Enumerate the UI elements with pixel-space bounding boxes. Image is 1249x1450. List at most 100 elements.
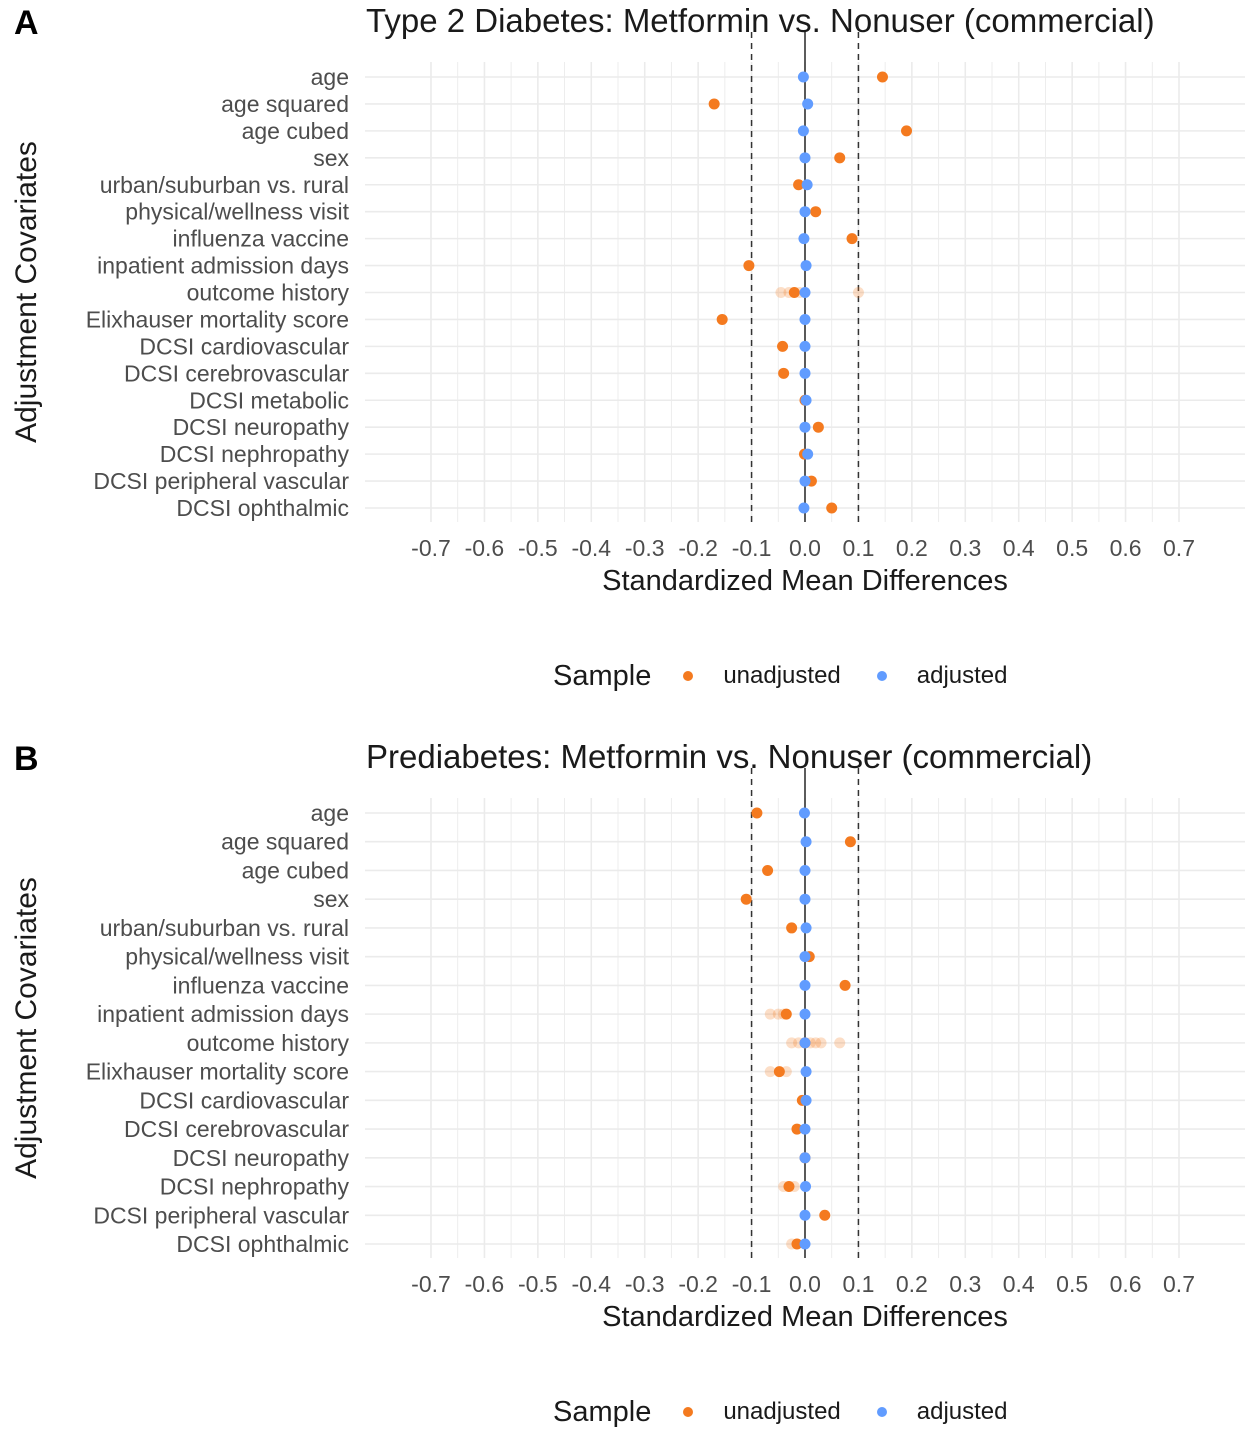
point-unadjusted-faint	[764, 1066, 776, 1078]
x-tick-label: -0.7	[411, 535, 451, 561]
point-unadjusted-elixhauser-mortality-score	[716, 313, 728, 325]
y-tick-label-elixhauser-mortality-score: Elixhauser mortality score	[86, 1059, 349, 1085]
point-adjusted-age-squared	[802, 98, 814, 110]
x-tick-label: 0.6	[1110, 535, 1142, 561]
y-tick-label-urban-suburban-vs-rural: urban/suburban vs. rural	[100, 915, 349, 941]
x-tick-label: -0.4	[571, 1271, 611, 1297]
y-tick-label-age-squared: age squared	[221, 91, 349, 117]
panel-label: B	[14, 740, 39, 778]
y-tick-label-age-cubed: age cubed	[242, 857, 349, 883]
y-tick-label-age-squared: age squared	[221, 829, 349, 855]
legend-label-adjusted: adjusted	[916, 662, 1008, 689]
point-adjusted-dcsi-cerebrovascular	[799, 367, 811, 379]
point-unadjusted-dcsi-cardiovascular	[777, 340, 789, 352]
point-adjusted-urban-suburban-vs-rural	[800, 922, 812, 934]
x-tick-label: -0.6	[465, 1271, 505, 1297]
y-tick-label-sex: sex	[313, 145, 349, 171]
legend-item-unadjusted: unadjusted	[683, 662, 841, 690]
point-adjusted-dcsi-cerebrovascular	[799, 1123, 811, 1135]
point-unadjusted-age-cubed	[901, 125, 913, 137]
point-adjusted-dcsi-nephropathy	[802, 448, 814, 460]
point-unadjusted-faint	[764, 1008, 776, 1020]
point-adjusted-age-cubed	[797, 125, 809, 137]
point-unadjusted-faint	[775, 287, 787, 298]
y-tick-label-inpatient-admission-days: inpatient admission days	[97, 1001, 349, 1027]
point-adjusted-dcsi-neuropathy	[799, 1152, 811, 1164]
x-tick-label: 0.6	[1110, 1271, 1142, 1297]
y-tick-label-dcsi-cerebrovascular: DCSI cerebrovascular	[124, 360, 349, 386]
legend-label-unadjusted: unadjusted	[723, 662, 841, 689]
point-unadjusted-physical-wellness-visit	[810, 206, 822, 218]
x-tick-label: -0.5	[518, 1271, 558, 1297]
point-unadjusted-faint	[810, 1037, 822, 1049]
y-tick-label-influenza-vaccine: influenza vaccine	[173, 972, 349, 998]
legend-label-adjusted: adjusted	[916, 1398, 1008, 1425]
point-adjusted-physical-wellness-visit	[799, 951, 811, 963]
point-unadjusted-urban-suburban-vs-rural	[786, 922, 798, 934]
point-unadjusted-outcome-history	[788, 287, 800, 298]
legend: Sample unadjusted adjusted	[553, 1392, 1044, 1432]
point-unadjusted-faint	[815, 1037, 827, 1049]
x-tick-label: 0.7	[1163, 535, 1195, 561]
y-tick-label-inpatient-admission-days: inpatient admission days	[97, 253, 349, 279]
x-tick-label: -0.1	[732, 1271, 772, 1297]
point-unadjusted-age-cubed	[762, 864, 774, 876]
point-adjusted-dcsi-metabolic	[800, 394, 812, 406]
x-tick-label: 0.3	[949, 535, 981, 561]
legend-dot-adjusted	[876, 1407, 887, 1417]
x-tick-label: 0.5	[1056, 1271, 1088, 1297]
point-adjusted-inpatient-admission-days	[800, 260, 812, 272]
x-tick-label: 0.0	[789, 1271, 821, 1297]
legend-item-adjusted: adjusted	[876, 1398, 1008, 1426]
x-tick-label: 0.7	[1163, 1271, 1195, 1297]
point-adjusted-dcsi-nephropathy	[800, 1181, 812, 1193]
legend-label-unadjusted: unadjusted	[723, 1398, 841, 1425]
point-adjusted-age-squared	[800, 836, 812, 848]
point-adjusted-dcsi-ophthalmic	[799, 1238, 811, 1250]
point-adjusted-urban-suburban-vs-rural	[801, 179, 813, 191]
point-unadjusted-faint	[834, 1037, 846, 1049]
chart-title: Type 2 Diabetes: Metformin vs. Nonuser (…	[366, 2, 1155, 39]
point-unadjusted-faint	[772, 1008, 784, 1020]
x-axis-title: Standardized Mean Differences	[602, 565, 1008, 597]
point-unadjusted-sex	[834, 152, 846, 164]
point-unadjusted-sex	[740, 893, 752, 905]
y-tick-label-dcsi-cardiovascular: DCSI cardiovascular	[139, 1087, 349, 1113]
x-tick-label: 0.3	[949, 1271, 981, 1297]
point-adjusted-dcsi-cardiovascular	[800, 1094, 812, 1106]
panel-a: age age squared age cubed sex urban/suburban…	[0, 0, 1249, 714]
x-tick-label: 0.1	[842, 535, 874, 561]
legend-dot-unadjusted	[683, 1407, 694, 1417]
point-adjusted-dcsi-neuropathy	[799, 421, 811, 433]
y-tick-label-dcsi-peripheral-vascular: DCSI peripheral vascular	[93, 1202, 349, 1228]
legend: Sample unadjusted adjusted	[553, 656, 1044, 696]
panel-b: age age squared age cubed sex urban/suburban…	[0, 736, 1249, 1450]
point-adjusted-age	[798, 807, 810, 819]
point-unadjusted-influenza-vaccine	[839, 979, 851, 991]
point-unadjusted-age-squared	[844, 836, 856, 848]
point-unadjusted-dcsi-ophthalmic	[826, 502, 838, 514]
y-axis-title: Adjustment Covariates	[10, 141, 43, 443]
point-adjusted-dcsi-ophthalmic	[798, 502, 810, 514]
y-tick-label-dcsi-ophthalmic: DCSI ophthalmic	[176, 1231, 349, 1257]
y-tick-label-outcome-history: outcome history	[187, 1030, 350, 1056]
x-tick-label: -0.3	[625, 1271, 665, 1297]
point-adjusted-elixhauser-mortality-score	[800, 1066, 812, 1078]
point-unadjusted-dcsi-peripheral-vascular	[819, 1209, 831, 1221]
y-tick-label-physical-wellness-visit: physical/wellness visit	[125, 199, 349, 225]
x-tick-label: -0.7	[411, 1271, 451, 1297]
x-tick-label: 0.4	[1003, 535, 1035, 561]
x-tick-label: 0.0	[789, 535, 821, 561]
y-tick-label-age: age	[311, 64, 349, 90]
panel-label: A	[14, 4, 39, 42]
y-tick-label-physical-wellness-visit: physical/wellness visit	[125, 944, 349, 970]
chart-title: Prediabetes: Metformin vs. Nonuser (comm…	[366, 738, 1093, 775]
x-tick-label: -0.5	[518, 535, 558, 561]
x-tick-label: 0.2	[896, 535, 928, 561]
y-tick-label-dcsi-cardiovascular: DCSI cardiovascular	[139, 333, 349, 359]
y-tick-label-sex: sex	[313, 886, 349, 912]
point-unadjusted-dcsi-ophthalmic	[791, 1238, 803, 1250]
legend-title: Sample	[553, 1395, 652, 1428]
